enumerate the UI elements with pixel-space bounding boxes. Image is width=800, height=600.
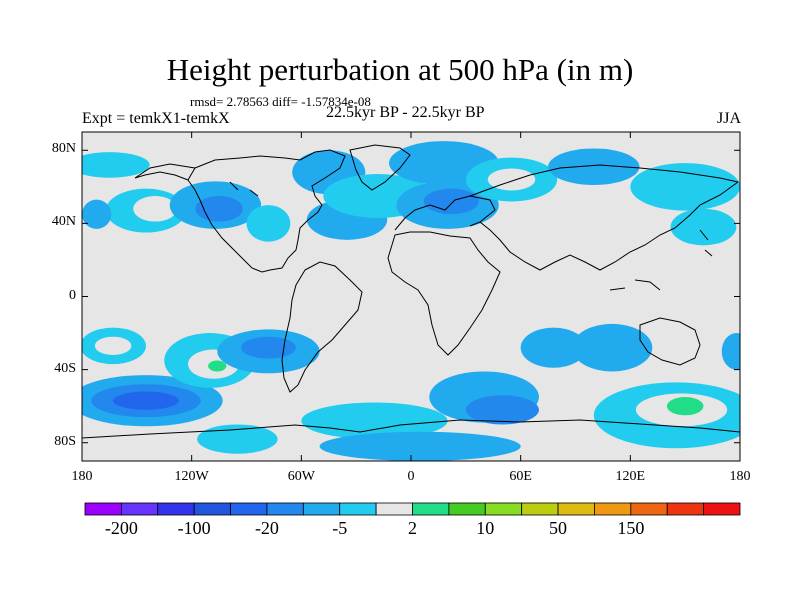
anomaly-region (721, 333, 740, 370)
colorbar (84, 502, 741, 516)
anomaly-region (548, 148, 640, 186)
period-label: 22.5kyr BP - 22.5kyr BP (326, 104, 485, 121)
season-label: JJA (716, 110, 741, 127)
anomaly-region (208, 360, 227, 372)
coastline-greenland (349, 144, 411, 191)
colorbar-label: 10 (476, 518, 495, 538)
coastline-south-america (281, 261, 363, 393)
anomaly-region (197, 424, 278, 454)
anomaly-region (319, 431, 521, 461)
x-tick-label: 120W (174, 469, 209, 484)
coastline-islands (229, 181, 713, 291)
anomaly-region (520, 327, 587, 368)
colorbar-swatch (339, 502, 377, 516)
coastline-layer (82, 144, 740, 439)
colorbar-label: 150 (617, 518, 645, 538)
colorbar-swatch (703, 502, 741, 516)
colorbar-swatch (557, 502, 595, 516)
colorbar-label: -20 (254, 518, 279, 538)
colorbar-swatch (120, 502, 159, 516)
colorbar-swatch (412, 502, 450, 516)
anomaly-region (571, 323, 653, 372)
y-tick-label: 80S (54, 433, 76, 449)
anomaly-region (423, 188, 479, 215)
colorbar-swatch (230, 502, 268, 516)
anomaly-region (246, 205, 291, 242)
colorbar-swatch (266, 502, 304, 516)
x-tick-label: 120E (615, 469, 646, 484)
colorbar-label: -100 (177, 518, 211, 538)
colorbar-swatch (630, 502, 668, 516)
colorbar-swatch (594, 502, 632, 516)
x-tick-label: 60W (287, 469, 315, 484)
colorbar-swatch (666, 502, 705, 516)
anomaly-region (94, 336, 132, 355)
anomaly-region (666, 397, 704, 416)
y-tick-label: 40N (51, 214, 76, 230)
plot-title: Height perturbation at 500 hPa (in m) (166, 52, 634, 87)
colorbar-label: 50 (549, 518, 568, 538)
x-tick-label: 180 (729, 469, 751, 484)
colorbar-swatch (157, 502, 195, 516)
colorbar-swatch (193, 502, 231, 516)
experiment-label: Expt = temkX1-temkX (82, 110, 230, 127)
coastline-australia (639, 317, 701, 366)
anomaly-region (301, 402, 448, 440)
anomaly-region (465, 395, 539, 425)
x-tick-label: 0 (407, 469, 415, 484)
coastline-africa (387, 231, 501, 356)
anomaly-region (630, 163, 740, 211)
anomaly-region (195, 195, 243, 222)
colorbar-swatch (484, 502, 523, 516)
colorbar-label: -200 (104, 518, 138, 538)
anomaly-region (82, 199, 112, 229)
coastline-europe (394, 195, 496, 231)
anomaly-layer (82, 141, 740, 461)
x-tick-label: 60E (509, 469, 532, 484)
anomaly-region (241, 336, 296, 359)
colorbar-label: 2 (408, 518, 417, 538)
colorbar-swatch (448, 502, 486, 516)
anomaly-region (133, 195, 178, 222)
x-tick-label: 180 (71, 469, 93, 484)
coastline-asia (469, 164, 740, 271)
y-tick-label: 40S (54, 360, 76, 376)
colorbar-swatch (84, 502, 122, 516)
anomaly-region (113, 391, 179, 410)
anomaly-region (670, 208, 737, 246)
rmsd-stats: rmsd= 2.78563 diff= -1.57834e-08 (190, 94, 371, 109)
coastline-antarctica (82, 419, 740, 439)
map-axes (81, 132, 741, 461)
y-tick-label: 0 (69, 287, 76, 303)
colorbar-swatch (302, 502, 341, 516)
coastline-alaska (134, 163, 196, 181)
colorbar-swatch (375, 502, 413, 516)
y-tick-label: 80N (51, 141, 76, 157)
colorbar-swatch (521, 502, 559, 516)
coastline-north-america (187, 149, 346, 273)
colorbar-label: -5 (332, 518, 348, 538)
anomaly-region (82, 152, 150, 178)
